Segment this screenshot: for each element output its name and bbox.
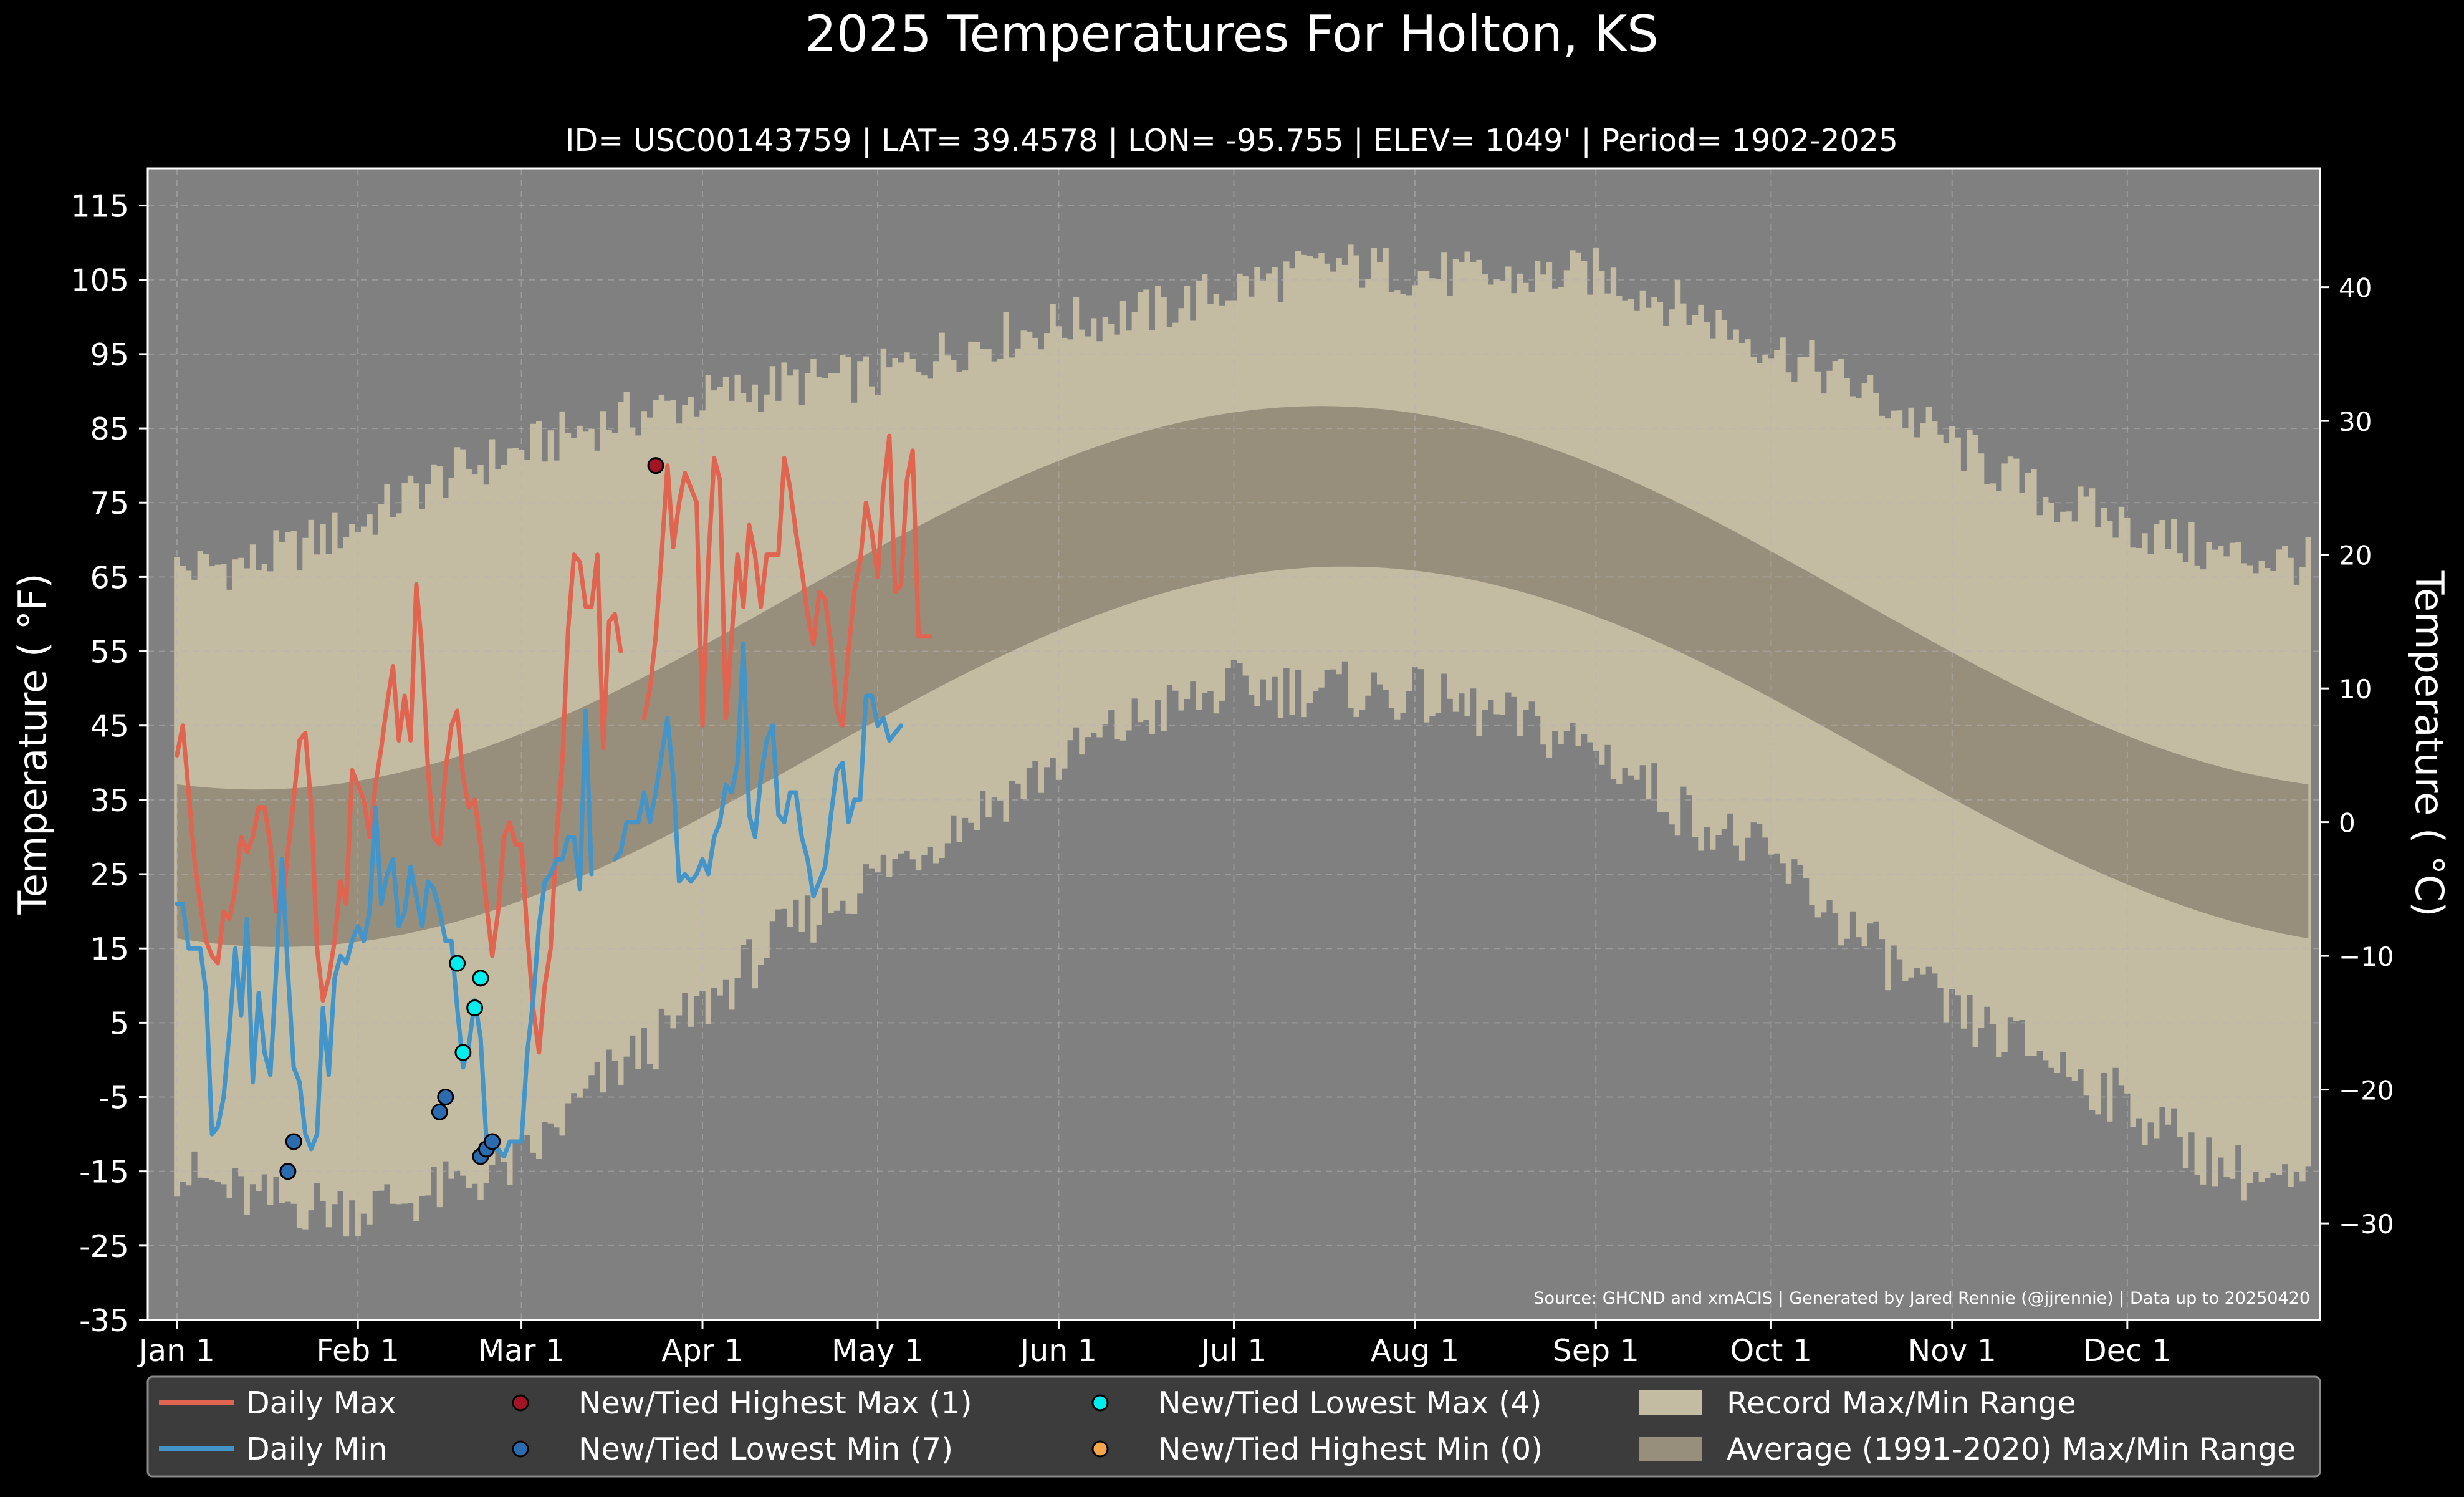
chart-title: 2025 Temperatures For Holton, KS bbox=[805, 5, 1659, 63]
new-tied-highest-max-marker bbox=[647, 457, 664, 474]
y-axis-fahrenheit: 115 105 95 85 75 65 55 45 35 25 15 5 -5 -15 -25 -35 bbox=[70, 189, 148, 1339]
legend: Daily Max Daily Min New/Tied Highest Max (… bbox=[146, 1375, 2321, 1478]
new-tied-lowest-min-marker bbox=[484, 1133, 501, 1150]
legend-record-max-min-range-swatch bbox=[1639, 1390, 1702, 1415]
daily-min-line bbox=[175, 642, 903, 1159]
normal-range-band bbox=[176, 406, 2309, 947]
legend-box bbox=[146, 1375, 2321, 1478]
y-tick-label: 75 bbox=[90, 486, 129, 521]
record-range-band bbox=[174, 244, 2311, 1237]
y2-tick-label: 20 bbox=[2339, 541, 2372, 571]
y2-tick-label: −20 bbox=[2339, 1076, 2394, 1106]
x-tick-label: Jun 1 bbox=[1019, 1333, 1097, 1369]
range-bands bbox=[174, 244, 2311, 1237]
x-tick-label: Oct 1 bbox=[1730, 1333, 1812, 1369]
new-tied-lowest-min-marker bbox=[279, 1163, 297, 1180]
source-note: Source: GHCND and xmACIS | Generated by … bbox=[1533, 1289, 2310, 1308]
daily-series bbox=[175, 433, 932, 1159]
new-tied-lowest-max-marker bbox=[466, 999, 484, 1017]
legend-new-tied-lowest-max-4-swatch bbox=[1091, 1394, 1109, 1412]
legend-new-tied-highest-min-0-label: New/Tied Highest Min (0) bbox=[1158, 1432, 1543, 1467]
x-tick-label: Jul 1 bbox=[1199, 1333, 1267, 1369]
y-tick-label: 35 bbox=[90, 783, 129, 819]
x-tick-label: Aug 1 bbox=[1371, 1333, 1459, 1369]
legend-new-tied-lowest-max-4-label: New/Tied Lowest Max (4) bbox=[1158, 1385, 1542, 1421]
legend-average-1991-2020-max-min-range-swatch bbox=[1639, 1437, 1702, 1461]
new-tied-lowest-max-marker bbox=[472, 970, 489, 987]
legend-average-1991-2020-max-min-range-label: Average (1991-2020) Max/Min Range bbox=[1727, 1432, 2296, 1467]
new-tied-lowest-min-marker bbox=[437, 1089, 454, 1106]
y-tick-label: -25 bbox=[79, 1229, 129, 1264]
y-tick-label: 65 bbox=[90, 560, 129, 595]
y-tick-label: -5 bbox=[98, 1081, 129, 1116]
y-axis-label: Temperature ( °F) bbox=[10, 573, 55, 915]
new-tied-lowest-max-marker bbox=[449, 955, 466, 972]
y2-tick-label: 40 bbox=[2339, 273, 2372, 304]
x-tick-label: Jan 1 bbox=[137, 1333, 215, 1369]
new-tied-lowest-max-marker bbox=[454, 1044, 472, 1061]
x-axis: Jan 1 Feb 1 Mar 1 Apr 1 May 1 Jun 1 Jul 1 Aug 1… bbox=[137, 1320, 2172, 1369]
gridlines bbox=[148, 168, 2320, 1320]
chart-subtitle: ID= USC00143759 | LAT= 39.4578 | LON= -9… bbox=[565, 123, 1898, 158]
y-tick-label: 105 bbox=[70, 263, 129, 299]
y2-tick-label: −30 bbox=[2339, 1209, 2394, 1239]
y-tick-label: 95 bbox=[90, 337, 129, 373]
new-tied-lowest-min-marker bbox=[285, 1133, 302, 1150]
legend-record-max-min-range-label: Record Max/Min Range bbox=[1727, 1385, 2076, 1421]
y-tick-label: 5 bbox=[110, 1006, 129, 1041]
x-tick-label: Mar 1 bbox=[478, 1333, 565, 1369]
y-tick-label: -35 bbox=[79, 1303, 129, 1339]
y2-tick-label: 10 bbox=[2339, 674, 2372, 705]
record-markers bbox=[279, 457, 664, 1180]
legend-new-tied-highest-max-1-label: New/Tied Highest Max (1) bbox=[578, 1385, 972, 1421]
x-tick-label: Nov 1 bbox=[1908, 1333, 1997, 1369]
legend-new-tied-lowest-min-7-swatch bbox=[512, 1440, 529, 1458]
daily-max-line bbox=[175, 433, 932, 1055]
y-tick-label: 85 bbox=[90, 412, 129, 447]
x-tick-label: Dec 1 bbox=[2083, 1333, 2172, 1369]
y-tick-label: -15 bbox=[79, 1155, 129, 1190]
x-tick-label: May 1 bbox=[832, 1333, 924, 1369]
y2-tick-label: 0 bbox=[2339, 808, 2356, 839]
y-tick-label: 25 bbox=[90, 857, 129, 893]
y-tick-label: 45 bbox=[90, 709, 129, 744]
y2-tick-label: −10 bbox=[2339, 941, 2394, 972]
legend-new-tied-highest-min-0-swatch bbox=[1091, 1440, 1109, 1458]
legend-daily-max-label: Daily Max bbox=[246, 1385, 396, 1421]
new-tied-lowest-min-marker bbox=[431, 1103, 448, 1120]
y-axis-celsius: 40 30 20 10 0 −10 −20 −30 bbox=[2320, 273, 2394, 1239]
y-tick-label: 55 bbox=[90, 635, 129, 670]
y-tick-label: 15 bbox=[90, 931, 129, 967]
y-tick-label: 115 bbox=[70, 189, 129, 224]
x-tick-label: Feb 1 bbox=[317, 1333, 400, 1369]
x-tick-label: Apr 1 bbox=[661, 1333, 744, 1369]
legend-new-tied-highest-max-1-swatch bbox=[512, 1394, 529, 1412]
x-tick-label: Sep 1 bbox=[1553, 1333, 1639, 1369]
legend-daily-min-label: Daily Min bbox=[246, 1432, 388, 1467]
y2-axis-label: Temperature ( °C) bbox=[2407, 570, 2452, 917]
legend-new-tied-lowest-min-7-label: New/Tied Lowest Min (7) bbox=[578, 1432, 953, 1467]
y2-tick-label: 30 bbox=[2339, 407, 2372, 437]
